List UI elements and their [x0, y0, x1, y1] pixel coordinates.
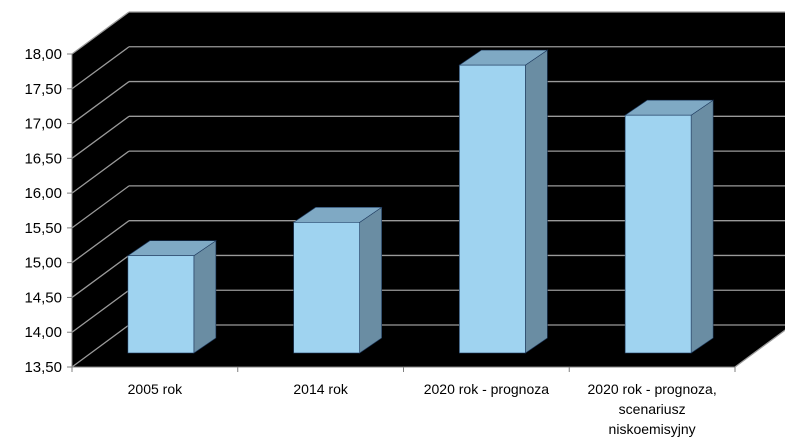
y-tick-label: 17,50: [24, 81, 62, 98]
gridline-diagonal: [71, 289, 130, 333]
y-tick-label: 14,50: [24, 289, 62, 306]
plot-background: [72, 12, 785, 367]
x-category-label: 2014 rok: [293, 381, 348, 397]
x-category-label: 2020 rok - prognoza: [424, 381, 550, 397]
bar-front-face: [459, 64, 526, 354]
y-tick-label: 16,50: [24, 150, 62, 167]
y-tick-label: 13,50: [24, 359, 62, 376]
x-category-label: 2020 rok - prognoza,: [588, 381, 717, 397]
bar-front-face: [127, 255, 195, 354]
y-tick-labels: 13,50 14,00 14,50 15,00 15,50 16,00 16,50 17,00…: [24, 46, 62, 376]
y-tick-label: 18,00: [24, 46, 62, 63]
bar-side-face: [525, 49, 548, 354]
y-tick-label: 17,00: [24, 116, 62, 133]
bar: [292, 206, 383, 354]
bars: [126, 49, 715, 354]
y-tick-label: 15,00: [24, 255, 62, 272]
gridline-diagonal: [71, 11, 130, 55]
gridline-diagonal: [71, 115, 130, 159]
bar-side-face: [193, 240, 217, 354]
plot-area: [72, 12, 785, 367]
x-category-label: 2005 rok: [128, 381, 183, 397]
y-tick-label: 14,00: [24, 324, 62, 341]
x-category-label: scenariusz: [619, 401, 686, 417]
bar: [126, 240, 217, 354]
x-category-labels: 2005 rok 2014 rok 2020 rok - prognoza 2020 …: [128, 381, 717, 437]
bar-front-face: [293, 222, 360, 354]
bar: [624, 99, 715, 354]
gridline-diagonal: [71, 324, 130, 368]
gridline-diagonal: [71, 254, 130, 298]
x-category-label: niskoemisyjny: [609, 421, 696, 437]
gridline-diagonal: [71, 81, 130, 125]
gridline-diagonal: [71, 46, 130, 90]
bar-side-face: [690, 99, 714, 354]
gridline-diagonal: [71, 185, 130, 229]
axes: [67, 53, 785, 372]
bar-front-face: [624, 114, 692, 354]
y-tick-label: 15,50: [24, 220, 62, 237]
floor-right-edge: [734, 329, 785, 368]
bar: [458, 49, 549, 354]
gridline-diagonal: [71, 220, 130, 264]
gridline-diagonal: [71, 150, 130, 194]
y-tick-label: 16,00: [24, 185, 62, 202]
bar-side-face: [359, 206, 382, 354]
